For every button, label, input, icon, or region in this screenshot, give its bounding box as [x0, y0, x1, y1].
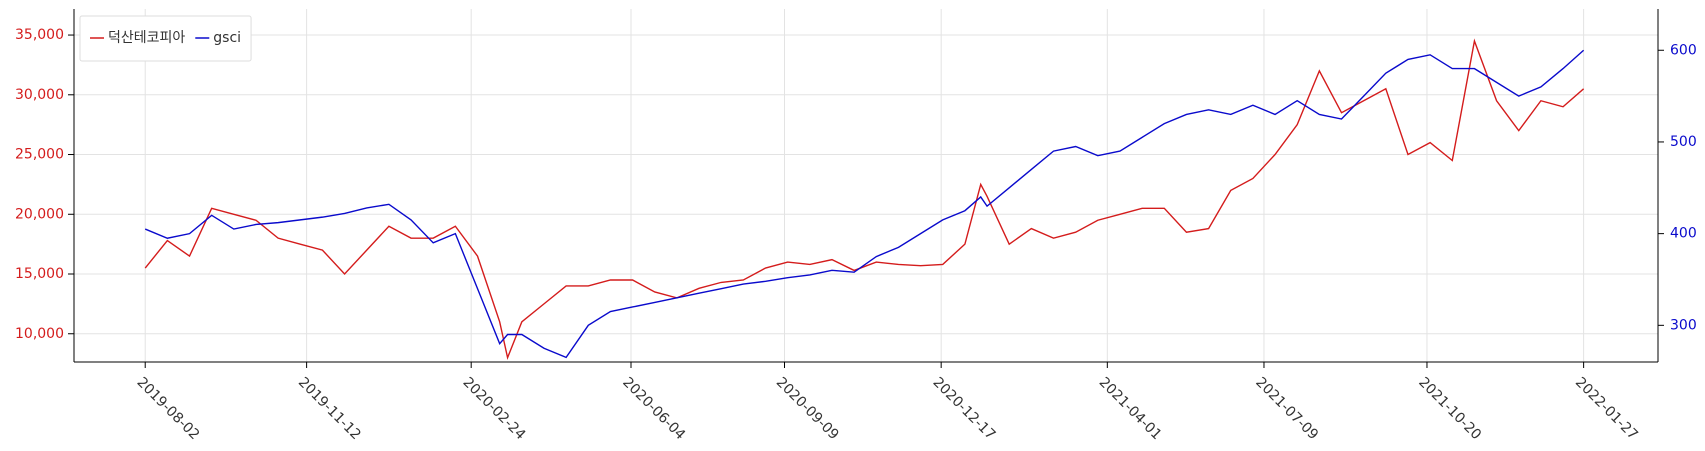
y-tick-label: 30,000 [15, 87, 64, 103]
x-tick-label: 2021-04-01 [1096, 374, 1165, 443]
y2-tick-label: 500 [1670, 134, 1697, 150]
legend-label: 덕산테코피아 [108, 30, 185, 46]
x-tick-label: 2020-02-24 [460, 374, 529, 443]
y-tick-label: 25,000 [15, 147, 64, 163]
x-tick-label: 2020-12-17 [930, 374, 999, 443]
x-tick-label: 2019-11-12 [295, 374, 364, 443]
legend: 덕산테코피아 gsci [79, 15, 252, 62]
y2-tick-label: 300 [1670, 317, 1697, 333]
x-tick-label: 2020-06-04 [619, 374, 688, 443]
y2-tick-label: 400 [1670, 226, 1697, 242]
legend-box [79, 15, 252, 62]
legend-label: gsci [213, 30, 241, 46]
y2-tick-label: 600 [1670, 42, 1697, 58]
series-line [144, 38, 1585, 361]
x-tick-label: 2022-01-27 [1572, 374, 1641, 443]
y-tick-label: 35,000 [15, 27, 64, 43]
y-tick-label: 15,000 [15, 266, 64, 282]
x-tick-label: 2019-08-02 [134, 374, 203, 443]
x-tick-label: 2021-10-20 [1415, 374, 1484, 443]
x-tick-label: 2020-09-09 [773, 374, 842, 443]
y-tick-label: 20,000 [15, 206, 64, 222]
x-tick-label: 2021-07-09 [1252, 374, 1321, 443]
y-tick-label: 10,000 [15, 326, 64, 342]
series-line [144, 49, 1585, 359]
